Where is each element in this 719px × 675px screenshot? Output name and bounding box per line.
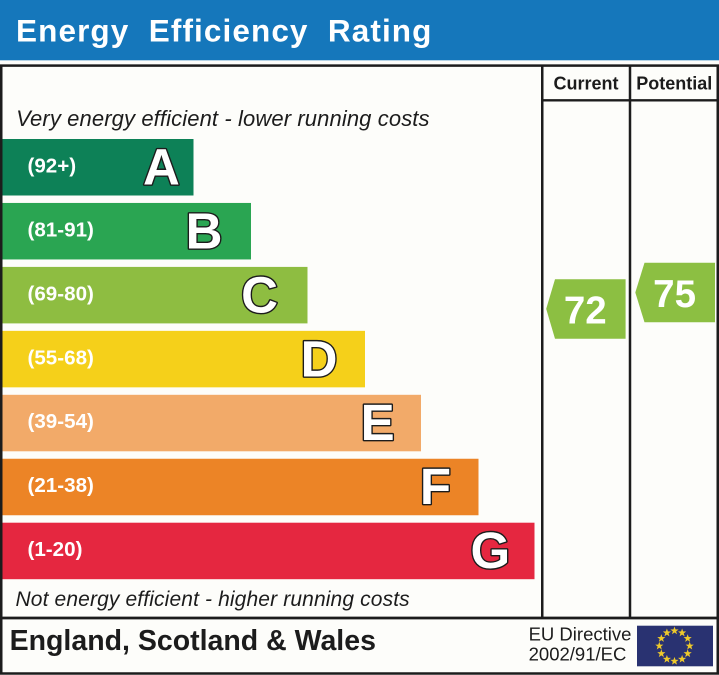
svg-text:75: 75 xyxy=(653,273,696,316)
svg-text:(81-91): (81-91) xyxy=(28,218,94,241)
svg-text:England, Scotland & Wales: England, Scotland & Wales xyxy=(10,625,376,657)
svg-text:EU Directive: EU Directive xyxy=(529,624,632,645)
svg-text:(55-68): (55-68) xyxy=(28,346,94,369)
svg-text:Not energy efficient - higher: Not energy efficient - higher running co… xyxy=(16,588,411,611)
svg-text:72: 72 xyxy=(564,289,607,332)
svg-text:F: F xyxy=(420,458,451,515)
svg-text:(92+): (92+) xyxy=(28,154,77,177)
svg-text:(69-80): (69-80) xyxy=(28,282,94,305)
svg-text:Energy Efficiency Rating: Energy Efficiency Rating xyxy=(16,12,433,48)
svg-text:A: A xyxy=(143,138,180,195)
svg-text:(39-54): (39-54) xyxy=(28,410,94,433)
svg-text:Potential: Potential xyxy=(636,73,712,93)
svg-text:E: E xyxy=(361,394,395,451)
svg-text:G: G xyxy=(470,522,510,579)
svg-text:C: C xyxy=(241,266,278,323)
svg-text:Very energy efficient - lower: Very energy efficient - lower running co… xyxy=(16,106,430,131)
svg-text:(21-38): (21-38) xyxy=(28,474,94,497)
svg-text:Current: Current xyxy=(553,73,618,93)
svg-text:D: D xyxy=(301,330,338,387)
svg-text:(1-20): (1-20) xyxy=(28,538,83,561)
svg-text:2002/91/EC: 2002/91/EC xyxy=(529,644,627,665)
svg-text:B: B xyxy=(186,202,223,259)
